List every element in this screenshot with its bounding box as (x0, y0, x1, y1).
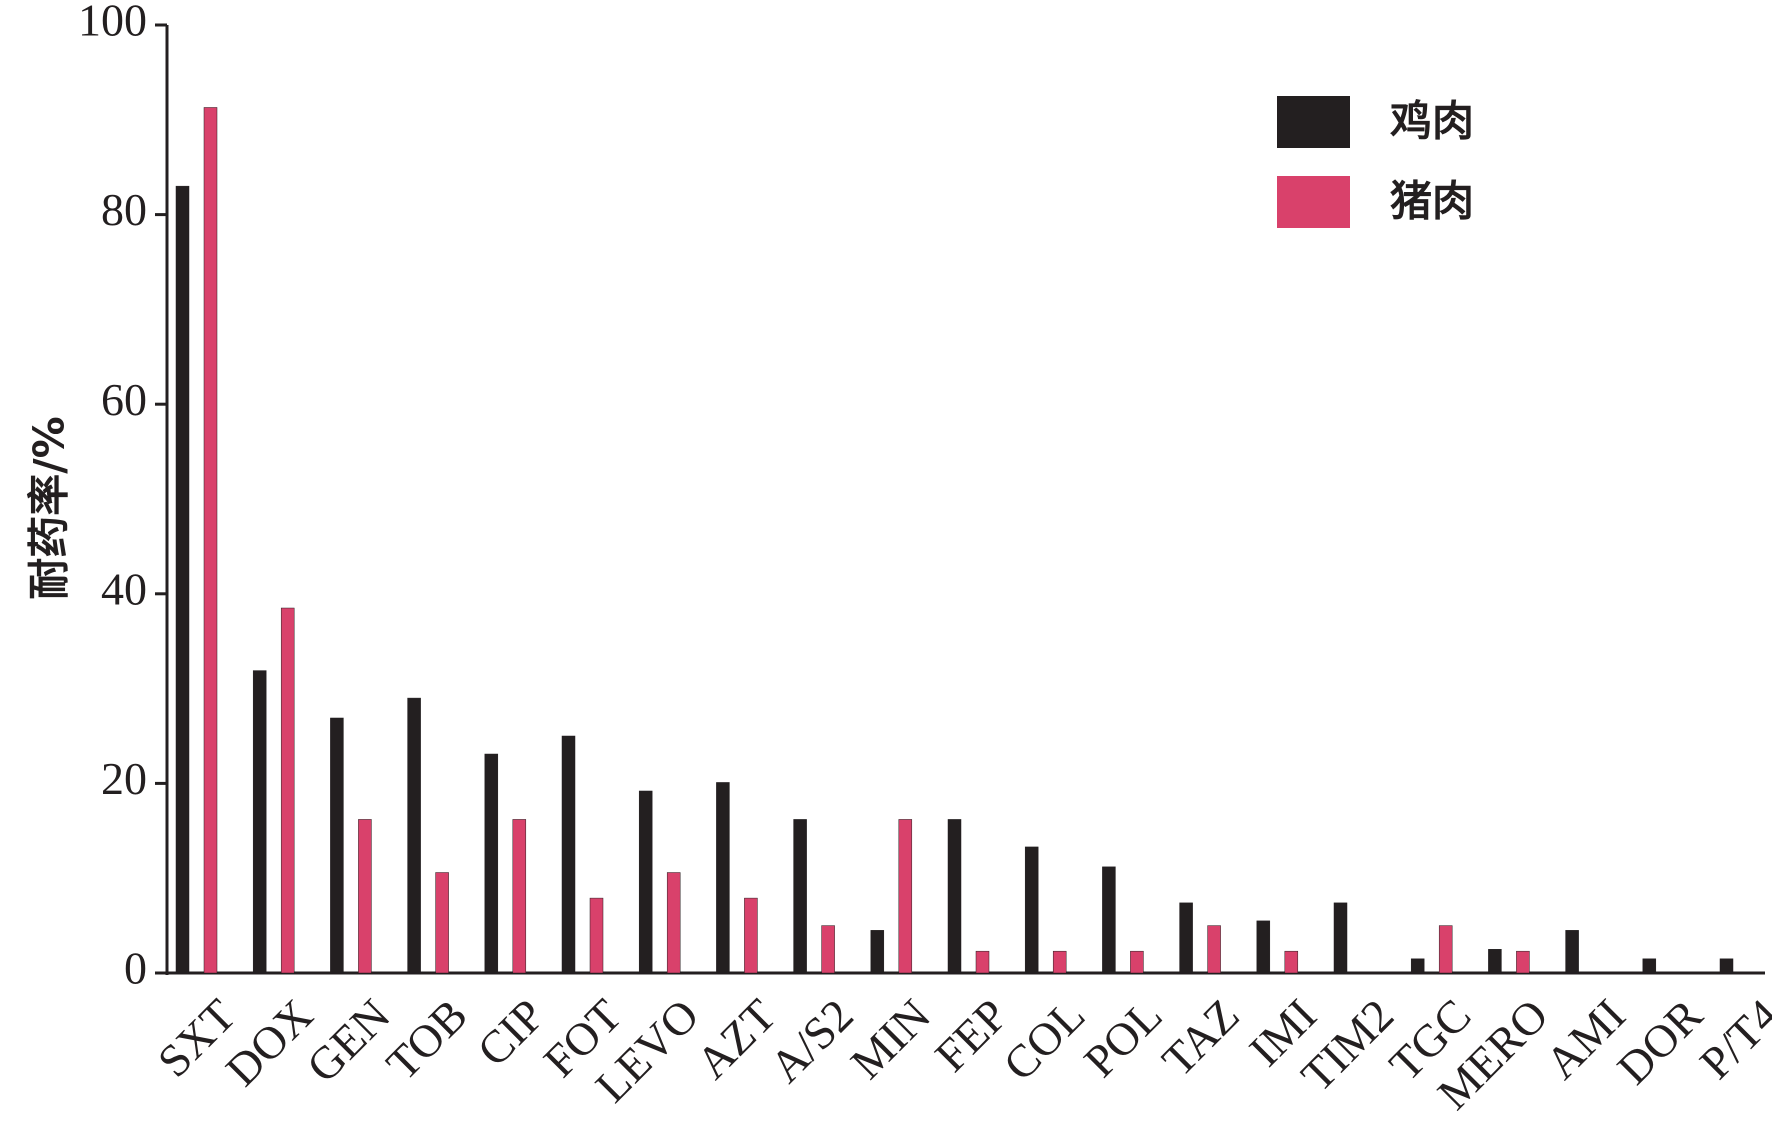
y-tick-label: 60 (101, 374, 147, 425)
bar (821, 925, 835, 974)
bar (744, 897, 758, 974)
bar (716, 782, 730, 974)
bar (870, 930, 885, 974)
bar (1284, 950, 1299, 974)
legend-swatch (1277, 176, 1350, 228)
bar (1102, 866, 1116, 974)
bar (561, 735, 576, 974)
bar (203, 107, 218, 974)
legend-label: 鸡肉 (1390, 97, 1474, 146)
bar (1179, 902, 1193, 974)
x-tick-label: DOR (1607, 989, 1712, 1094)
bar (898, 819, 913, 974)
x-tick-label: MIN (841, 989, 940, 1088)
bar (1052, 950, 1067, 974)
y-tick-label: 100 (78, 0, 147, 46)
x-tick-label: TIM2 (1291, 989, 1403, 1101)
bar (1516, 950, 1530, 974)
x-tick-label: DOX (216, 989, 323, 1096)
bar (280, 607, 295, 974)
y-tick-label: 0 (124, 943, 147, 994)
bar (1719, 958, 1734, 974)
x-tick-label: POL (1074, 989, 1172, 1087)
bar (1488, 949, 1502, 974)
x-tick-label: TAZ (1152, 989, 1249, 1086)
y-tick-label: 40 (101, 563, 147, 614)
bar (435, 872, 449, 974)
bar (1333, 902, 1348, 974)
bar (358, 819, 372, 974)
bar (407, 697, 421, 974)
bar (1207, 925, 1221, 974)
x-tick-label: AZT (686, 989, 785, 1088)
bar (330, 717, 344, 974)
bar (175, 185, 190, 974)
bar (1410, 958, 1425, 974)
x-tick-label: P/T4 (1690, 989, 1772, 1088)
bar (1438, 925, 1453, 974)
bar (589, 897, 604, 974)
bar (1256, 920, 1271, 974)
x-tick-label: CIP (467, 989, 554, 1076)
bar (512, 819, 527, 974)
legend-swatch (1277, 96, 1350, 148)
x-tick-label: AMI (1536, 989, 1635, 1088)
bar (947, 819, 962, 974)
y-tick-label: 80 (101, 184, 147, 235)
legend-label: 猪肉 (1390, 177, 1474, 226)
bar (1565, 930, 1579, 974)
x-tick-label: TOB (376, 989, 477, 1090)
bar (638, 790, 653, 974)
y-axis-label: 耐药率/% (25, 416, 74, 599)
bar (1024, 846, 1039, 974)
x-tick-label: COL (993, 989, 1094, 1090)
bar (975, 950, 990, 974)
y-tick-label: 20 (101, 753, 147, 804)
bar (793, 819, 807, 974)
x-tick-label: A/S2 (760, 989, 863, 1092)
x-tick-label: FEP (925, 989, 1017, 1081)
bar (1130, 950, 1144, 974)
bar (252, 670, 267, 974)
x-tick-label: GEN (297, 989, 400, 1092)
bar (666, 872, 681, 974)
bar (1642, 958, 1657, 974)
bar (484, 753, 499, 974)
